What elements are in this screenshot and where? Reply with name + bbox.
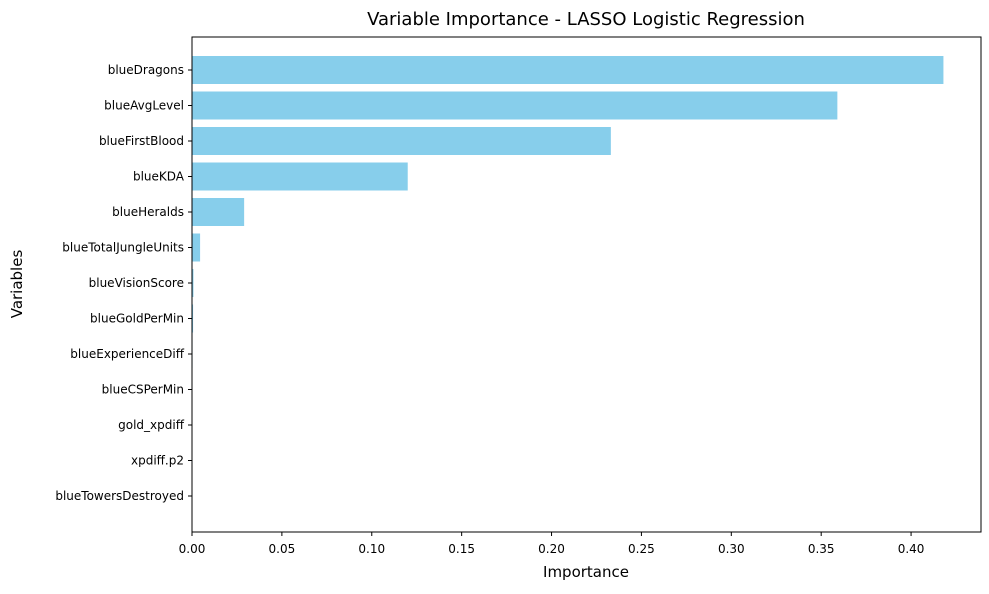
y-tick-label: blueVisionScore <box>89 276 184 290</box>
x-tick-label: 0.00 <box>179 542 206 556</box>
y-tick-label: blueKDA <box>133 170 185 184</box>
y-tick-label: blueAvgLevel <box>104 99 184 113</box>
x-tick-label: 0.10 <box>358 542 385 556</box>
y-tick-label: xpdiff.p2 <box>131 454 184 468</box>
x-tick-label: 0.05 <box>269 542 296 556</box>
x-tick-label: 0.40 <box>898 542 925 556</box>
chart-title: Variable Importance - LASSO Logistic Reg… <box>367 9 805 30</box>
bar-blueHeralds <box>192 198 244 226</box>
y-tick-label: blueCSPerMin <box>102 383 184 397</box>
bar-blueKDA <box>192 163 408 191</box>
y-tick-label: blueHeralds <box>112 205 184 219</box>
x-tick-label: 0.35 <box>808 542 835 556</box>
bars-group <box>192 56 943 404</box>
y-axis-label: Variables <box>8 250 26 319</box>
y-tick-label: blueTotalJungleUnits <box>62 241 184 255</box>
y-tick-label: blueFirstBlood <box>99 134 184 148</box>
x-tick-label: 0.30 <box>718 542 745 556</box>
x-axis-ticks: 0.00 0.05 0.10 0.15 0.20 0.25 0.30 0.35 0.40 <box>179 532 925 556</box>
y-tick-label: blueDragons <box>108 63 184 77</box>
y-axis-ticks: blueDragons blueAvgLevel blueFirstBlood blu… <box>55 63 192 503</box>
y-tick-label: blueExperienceDiff <box>70 347 184 361</box>
y-tick-label: blueGoldPerMin <box>90 312 184 326</box>
bar-blueDragons <box>192 56 943 84</box>
bar-blueTotalJungleUnits <box>192 234 200 262</box>
y-tick-label: gold_xpdiff <box>118 418 185 432</box>
bar-blueFirstBlood <box>192 127 611 155</box>
bar-blueAvgLevel <box>192 92 837 120</box>
x-axis-label: Importance <box>543 563 629 581</box>
y-tick-label: blueTowersDestroyed <box>55 489 184 503</box>
x-tick-label: 0.20 <box>538 542 565 556</box>
x-tick-label: 0.15 <box>448 542 475 556</box>
x-tick-label: 0.25 <box>628 542 655 556</box>
